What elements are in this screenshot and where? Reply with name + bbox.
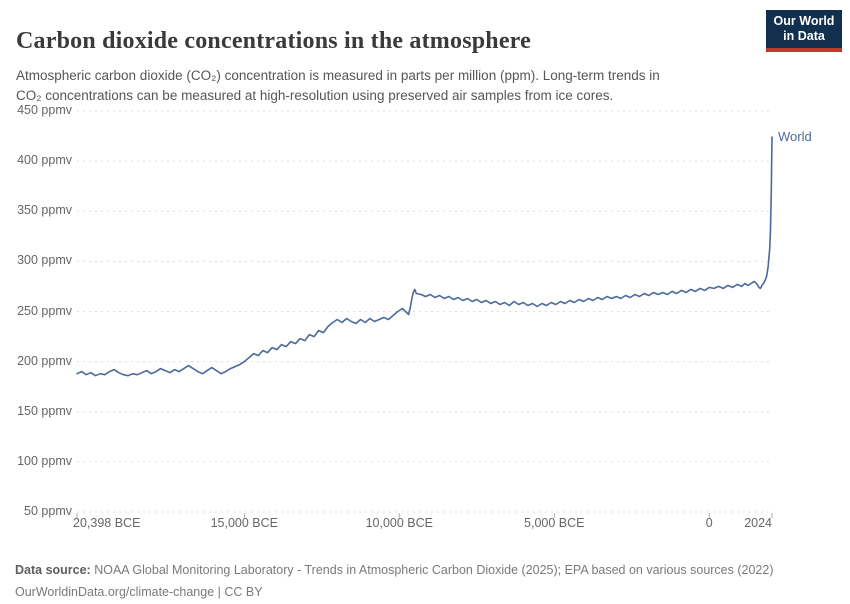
data-source-text: NOAA Global Monitoring Laboratory - Tren… bbox=[90, 562, 774, 577]
co2-series-line[interactable] bbox=[76, 136, 773, 377]
y-axis-tick-label: 250 ppmv bbox=[17, 303, 72, 318]
y-axis-tick-label: 100 ppmv bbox=[17, 453, 72, 468]
y-axis-tick-label: 350 ppmv bbox=[17, 203, 72, 218]
owid-logo-line-1: Our World bbox=[773, 14, 835, 28]
owid-link[interactable]: OurWorldinData.org/climate-change bbox=[15, 585, 215, 599]
owid-logo-line-2: in Data bbox=[783, 29, 825, 43]
owid-logo[interactable]: Our World in Data bbox=[766, 10, 842, 52]
license-text: | CC BY bbox=[214, 585, 263, 599]
y-axis-tick-label: 150 ppmv bbox=[17, 403, 72, 418]
chart-subtitle: Atmospheric carbon dioxide (CO₂) concent… bbox=[16, 66, 746, 107]
chart-footer: Data source: NOAA Global Monitoring Labo… bbox=[15, 559, 835, 604]
y-axis-tick-label: 50 ppmv bbox=[24, 504, 72, 518]
subtitle-line-2: CO₂ concentrations can be measured at hi… bbox=[16, 87, 614, 103]
y-axis-tick-label: 450 ppmv bbox=[17, 103, 72, 117]
series-label-world[interactable]: World bbox=[778, 129, 812, 145]
x-axis-tick-label: 20,398 BCE bbox=[73, 516, 141, 530]
page-title: Carbon dioxide concentrations in the atm… bbox=[16, 28, 531, 55]
y-axis-tick-label: 400 ppmv bbox=[17, 153, 72, 168]
data-source-label: Data source: bbox=[15, 562, 91, 577]
x-axis-tick-label: 10,000 BCE bbox=[365, 516, 434, 530]
x-axis-tick-label: 2024 bbox=[744, 516, 772, 530]
x-axis-tick-label: 15,000 BCE bbox=[210, 516, 279, 530]
x-axis-tick-label: 0 bbox=[705, 516, 713, 530]
y-axis-tick-label: 200 ppmv bbox=[17, 353, 72, 368]
y-axis-tick-label: 300 ppmv bbox=[17, 253, 72, 268]
subtitle-line-1: Atmospheric carbon dioxide (CO₂) concent… bbox=[16, 67, 660, 83]
x-axis-tick-label: 5,000 BCE bbox=[524, 516, 585, 530]
